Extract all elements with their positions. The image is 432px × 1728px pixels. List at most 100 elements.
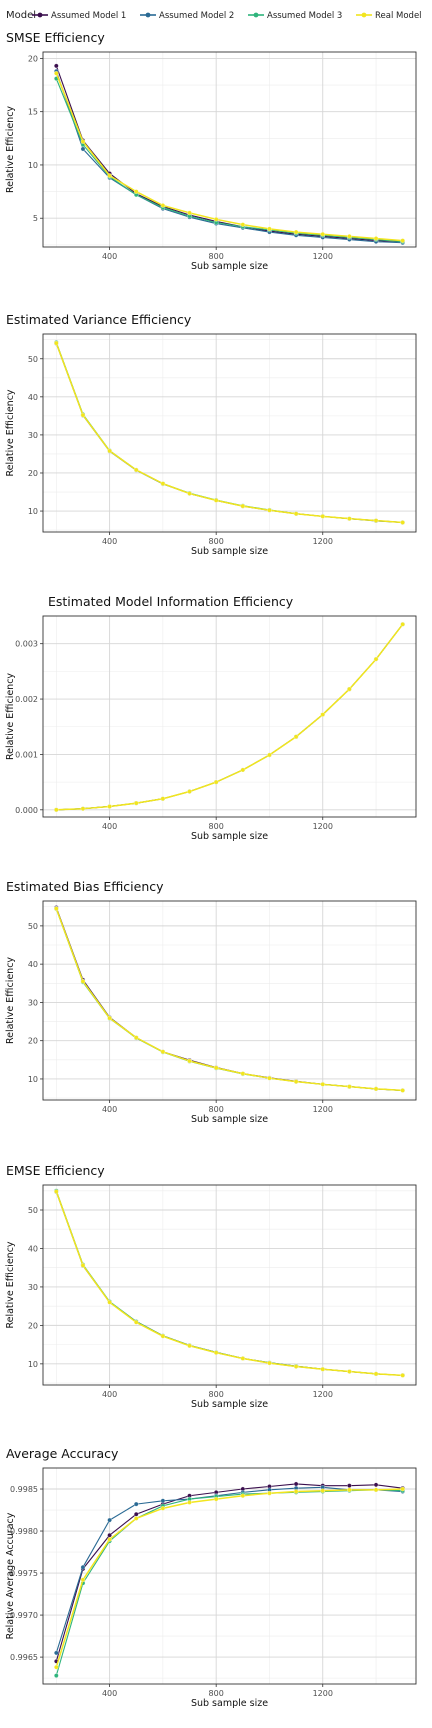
data-point (373, 1086, 379, 1092)
data-point (213, 498, 219, 503)
data-point (320, 1082, 325, 1087)
data-point (187, 789, 192, 794)
data-point (240, 1356, 246, 1361)
data-point (400, 1486, 405, 1492)
plot-area (43, 616, 416, 817)
x-tick-label: 1200 (313, 1390, 333, 1399)
data-point (267, 508, 272, 513)
data-point (347, 1483, 352, 1488)
data-point (133, 189, 139, 194)
x-axis-title: Sub sample size (191, 546, 268, 557)
y-tick-label: 0.9980 (10, 1527, 38, 1536)
y-tick-label: 50 (28, 1206, 38, 1215)
data-point (267, 1360, 272, 1366)
y-tick-label: 10 (28, 1075, 38, 1084)
data-point (400, 1373, 405, 1378)
plot-area (43, 52, 416, 247)
y-tick-label: 0.003 (15, 640, 38, 649)
x-axis-title: Sub sample size (191, 1698, 268, 1709)
y-axis-title: Relative Efficiency (5, 106, 16, 193)
data-point (347, 1369, 352, 1374)
data-point (347, 1487, 352, 1493)
data-point (347, 686, 352, 692)
chart-smse-efficiency: SMSE Efficiency 400 800 1200 5 10 15 20 Sub samp… (5, 30, 417, 272)
data-point (54, 1189, 59, 1194)
y-tick-label: 15 (28, 108, 38, 117)
data-point (373, 1487, 379, 1493)
data-point (160, 203, 166, 208)
y-tick-label: 20 (28, 54, 38, 63)
series-real-model (54, 906, 405, 1093)
series-real-model (54, 1189, 405, 1378)
x-axis-title: Sub sample size (191, 831, 268, 842)
x-tick-label: 400 (102, 1105, 117, 1114)
y-tick-label: 30 (28, 431, 38, 440)
data-point (213, 217, 219, 222)
x-tick-label: 800 (209, 1105, 224, 1114)
panel-border (42, 333, 417, 533)
series-line-assumed-model-3 (55, 1489, 403, 1676)
y-tick-label: 5 (33, 214, 38, 223)
series-line-assumed-model-3 (55, 78, 403, 243)
data-point (160, 796, 166, 801)
data-point (160, 1333, 166, 1339)
data-point (320, 514, 325, 519)
x-axis-title: Sub sample size (191, 261, 268, 272)
data-point (133, 467, 139, 473)
y-tick-label: 40 (28, 1244, 38, 1253)
data-point (320, 1366, 325, 1372)
x-tick-label: 1200 (313, 252, 333, 261)
data-point (293, 1364, 299, 1369)
series-real-model (54, 340, 405, 525)
y-tick-label: 0.002 (15, 695, 38, 704)
data-point (373, 1482, 379, 1488)
data-point (80, 1577, 86, 1583)
panel-border (42, 1184, 417, 1386)
x-tick-label: 1200 (313, 1105, 333, 1114)
y-tick-label: 30 (28, 1283, 38, 1292)
chart-title: Estimated Variance Efficiency (6, 312, 192, 327)
x-tick-label: 1200 (313, 1689, 333, 1698)
x-tick-label: 400 (102, 822, 117, 831)
y-axis-title: Relative Efficiency (5, 389, 16, 476)
y-tick-label: 0.001 (15, 750, 38, 759)
legend-label-assumed-model-2: Assumed Model 2 (159, 11, 234, 21)
chart-estimated-model-information-efficiency: Estimated Model Information Efficiency 40… (5, 594, 417, 842)
data-point (240, 1493, 246, 1498)
legend-label-assumed-model-3: Assumed Model 3 (267, 11, 342, 21)
data-point (293, 1481, 299, 1487)
data-point (400, 520, 405, 525)
data-point (267, 752, 272, 758)
y-axis-title: Relative Efficiency (5, 1241, 16, 1328)
data-point (54, 807, 59, 813)
data-point (373, 236, 379, 241)
y-tick-label: 0.9985 (10, 1485, 38, 1494)
chart-title: EMSE Efficiency (6, 1163, 105, 1178)
series-line-real-model (55, 73, 403, 242)
data-point (107, 173, 112, 178)
series-line-real-model (56, 623, 404, 811)
data-point (133, 1320, 139, 1325)
y-tick-label: 0.9965 (10, 1653, 38, 1662)
series-line-real-model (55, 342, 403, 524)
data-point (107, 804, 112, 809)
data-point (133, 1035, 139, 1040)
data-point (373, 518, 379, 523)
data-point (267, 226, 272, 232)
data-point (160, 1049, 166, 1055)
data-point (347, 234, 352, 239)
y-tick-label: 0.9975 (10, 1569, 38, 1578)
data-point (240, 222, 246, 227)
panel-border (42, 900, 417, 1101)
data-point (373, 1371, 379, 1377)
data-point (160, 481, 166, 486)
series-real-model (54, 622, 405, 813)
y-tick-label: 40 (28, 393, 38, 402)
y-tick-label: 20 (28, 1037, 38, 1046)
y-tick-label: 50 (28, 355, 38, 364)
data-point (54, 906, 59, 911)
y-tick-label: 40 (28, 960, 38, 969)
y-tick-label: 10 (28, 161, 38, 170)
x-axis-title: Sub sample size (191, 1114, 268, 1125)
